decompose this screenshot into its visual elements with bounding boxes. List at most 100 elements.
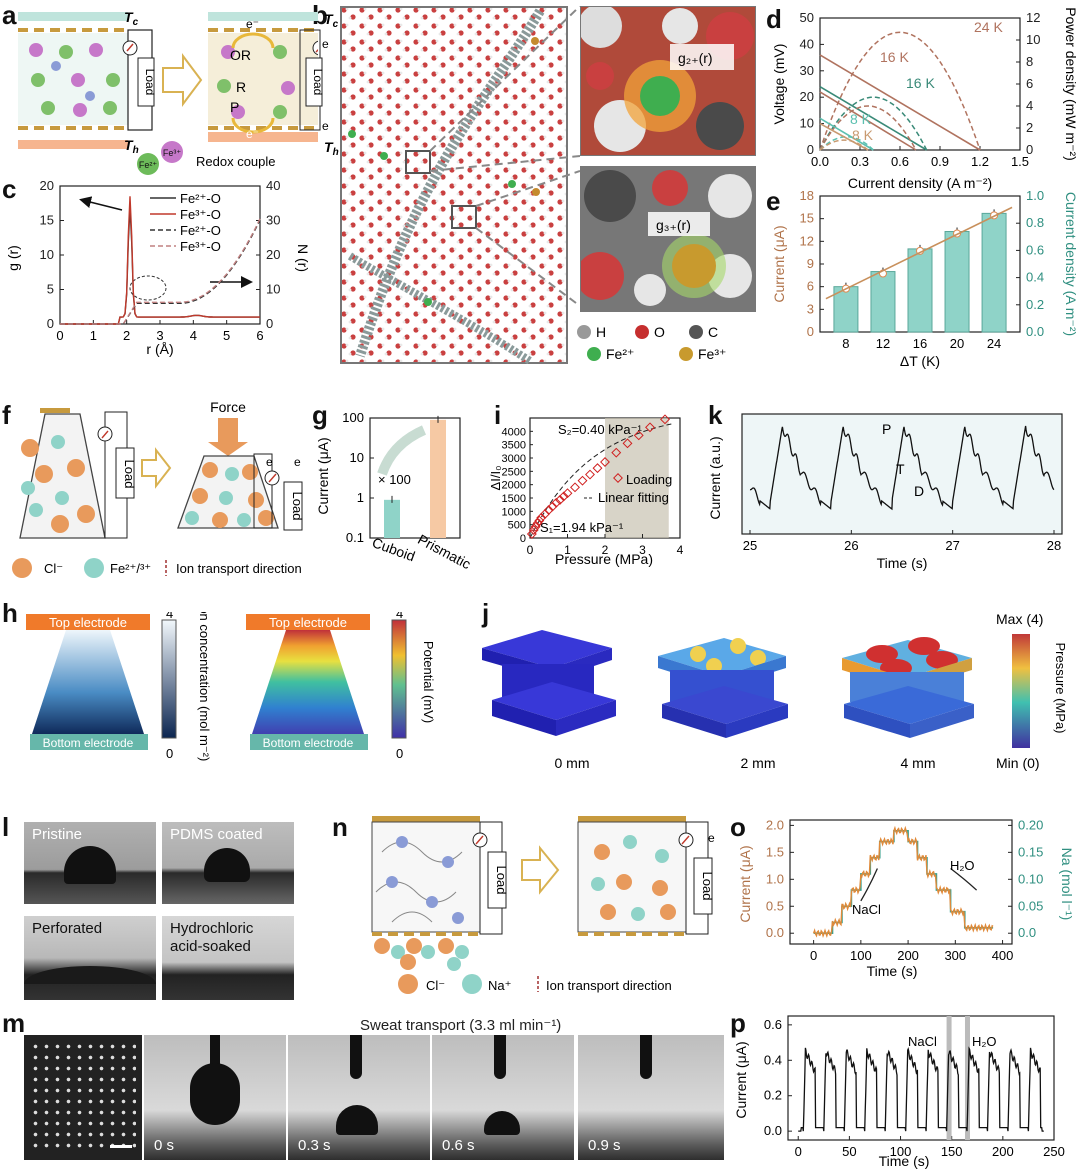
- h-top-electrode-1: Top electrode: [49, 615, 127, 630]
- c-ytick-label: 10: [40, 247, 54, 262]
- g-ytick-label: 10: [350, 450, 364, 465]
- o-xtick-label: 0: [810, 948, 817, 963]
- d-voltage-line-2: [819, 91, 917, 151]
- n-cl-ion-icon: [398, 974, 418, 994]
- i-s1: S₁=1.94 kPa⁻¹: [540, 520, 624, 535]
- d-xlabel: Current density (A m⁻²): [848, 175, 992, 191]
- svg-text:Load: Load: [122, 460, 137, 489]
- svg-text:Load: Load: [311, 69, 325, 96]
- panel-label-p: p: [730, 1008, 746, 1038]
- c-series-fe3-gr: [60, 196, 260, 325]
- i-point: [585, 469, 595, 480]
- c-series-fe3-nr: [60, 218, 261, 325]
- d-ylabel: Voltage (mV): [771, 44, 787, 125]
- p-xtick-label: 100: [890, 1144, 912, 1159]
- m-grid-photo: [24, 1035, 142, 1160]
- i-point: [547, 501, 558, 512]
- polymer-chain: [355, 8, 545, 358]
- c2-ytick-label: 10: [266, 282, 280, 297]
- i-point: [540, 509, 550, 519]
- svg-text:e: e: [322, 37, 329, 51]
- d-power-curve-2: [819, 105, 917, 151]
- p-xtick-label: 150: [941, 1144, 963, 1159]
- i-point: [536, 512, 547, 523]
- o-nacl-arrow: [860, 868, 878, 902]
- e-ytick-label: 9: [807, 256, 814, 271]
- c-xlabel: r (Å): [146, 341, 173, 357]
- e-bar-16: [907, 248, 933, 333]
- fea-4mm: [842, 637, 974, 738]
- d-ytick-label: 10: [800, 116, 814, 131]
- zoom-box-1: [405, 150, 431, 174]
- svg-text:4: 4: [396, 612, 403, 621]
- o-xtick-label: 400: [992, 948, 1014, 963]
- svg-text:Load: Load: [290, 492, 305, 521]
- d-voltage-line-4: [819, 122, 869, 151]
- j-cb-min: Min (0): [996, 755, 1040, 771]
- c-xtick-label: 2: [123, 328, 130, 343]
- e-ytick-label: 0: [807, 324, 814, 339]
- k-ylabel: Current (a.u.): [707, 436, 723, 519]
- e2-ytick-label: 0.4: [1026, 270, 1044, 285]
- k-xtick-label: 26: [844, 538, 858, 553]
- k-xlabel: Time (s): [877, 555, 928, 571]
- caption-perforated: Perforated: [32, 920, 103, 937]
- p-current-trace: [798, 1046, 1044, 1132]
- o-ytick-label: 1.5: [766, 844, 784, 859]
- panel-label-l: l: [2, 812, 10, 842]
- e2-ytick-label: 1.0: [1026, 188, 1044, 203]
- svg-text:Fe³⁺: Fe³⁺: [163, 148, 182, 158]
- d2-ytick-label: 6: [1026, 76, 1033, 91]
- d2-ytick-label: 8: [1026, 54, 1033, 69]
- i-xtick-label: 4: [677, 543, 684, 557]
- i-point: [592, 463, 603, 474]
- panel-label-m: m: [2, 1008, 26, 1038]
- i-ytick-label: 500: [508, 520, 526, 532]
- o-y2tick-label: 0.10: [1018, 871, 1043, 886]
- i-point: [633, 430, 644, 441]
- o-y2tick-label: 0.0: [1018, 925, 1036, 940]
- d-annotation-3: 8 K: [850, 111, 872, 127]
- panel-label-g: g: [312, 400, 328, 430]
- svg-text:0: 0: [166, 746, 173, 761]
- p-label: P: [230, 99, 239, 115]
- o-y2tick-label: 0.05: [1018, 898, 1043, 913]
- svg-text:e: e: [322, 119, 329, 133]
- d-annotation-4: 8 K: [852, 127, 874, 143]
- e-bar-24: [981, 212, 1007, 333]
- c-xtick-label: 6: [256, 328, 263, 343]
- n-na-ion-icon: [462, 974, 482, 994]
- e-minus-bottom: e⁻: [246, 127, 259, 141]
- m-title: Sweat transport (3.3 ml min⁻¹): [360, 1017, 562, 1034]
- svg-text:0: 0: [396, 746, 403, 761]
- load-label: Load: [143, 69, 157, 96]
- panel-label-o: o: [730, 812, 746, 842]
- svg-text:Load: Load: [494, 866, 509, 895]
- svg-text:Load: Load: [700, 872, 715, 901]
- p-ylabel: Current (μA): [733, 1041, 749, 1118]
- p-h2o: H₂O: [972, 1034, 997, 1049]
- p-xtick-label: 0: [795, 1144, 802, 1159]
- panel-d-iv-chart: Current density (A m⁻²) Voltage (mV) Pow…: [771, 7, 1079, 191]
- c-xtick-label: 4: [190, 328, 197, 343]
- panel-g-log-bar: Current (μA) Cuboid Prismatic × 100 0.11…: [315, 410, 474, 572]
- g-ylabel: Current (μA): [315, 437, 331, 514]
- concentration-map: [32, 630, 144, 734]
- panel-o-sodium-chart: Time (s) Current (μA) Na (mol l⁻¹) 0 100 2…: [737, 817, 1075, 979]
- d-xtick-label: 1.2: [971, 154, 989, 169]
- o-na-step-trace: [813, 829, 994, 935]
- h-top-electrode-2: Top electrode: [269, 615, 347, 630]
- g-ytick-label: 0.1: [346, 530, 364, 545]
- hot-plate: [18, 140, 128, 149]
- photo-pdms: PDMS coated: [162, 822, 294, 904]
- k-peak-p: P: [882, 421, 891, 437]
- p-xtick-label: 250: [1043, 1144, 1065, 1159]
- k-peak-t: T: [896, 461, 905, 477]
- p-xlabel: Time (s): [879, 1153, 930, 1169]
- o-h2o: H₂O: [950, 858, 975, 873]
- panel-label-b: b: [312, 0, 328, 30]
- p-ytick-label: 0.0: [764, 1123, 782, 1138]
- n-legend-dir: Ion transport direction: [546, 978, 672, 993]
- i-ylabel: ΔI/I₀: [490, 466, 503, 491]
